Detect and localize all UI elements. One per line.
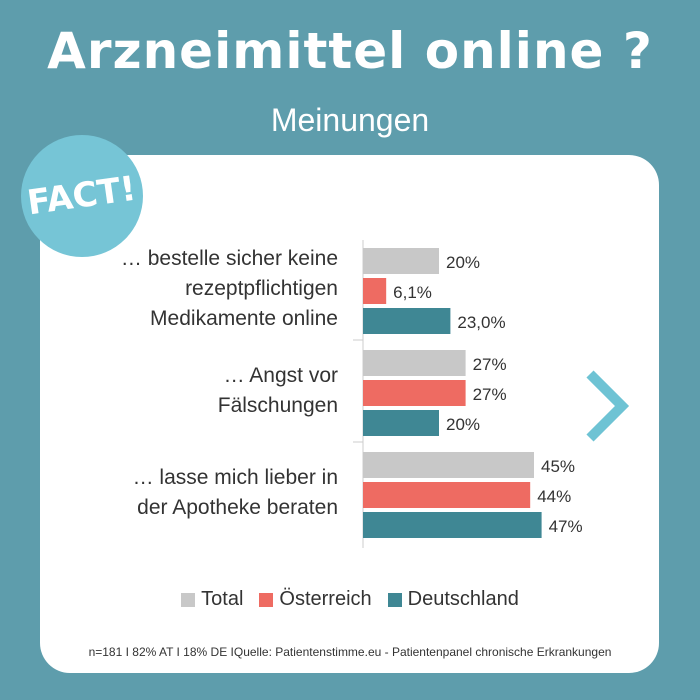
category-label: … lasse mich lieber in — [133, 466, 338, 489]
legend-label-total: Total — [201, 588, 244, 610]
bar-deutschland — [363, 308, 451, 334]
category-label: Medikamente online — [150, 307, 338, 330]
data-label: 6,1% — [393, 283, 432, 302]
legend-swatch-total — [181, 592, 196, 607]
fact-badge: FACT! — [21, 135, 143, 257]
bar-total — [363, 452, 534, 478]
category-label: Fälschungen — [218, 394, 338, 417]
bar-oesterreich — [363, 380, 466, 406]
data-label: 27% — [473, 385, 507, 404]
bar-total — [363, 248, 439, 274]
bar-deutschland — [363, 410, 439, 436]
legend-item-total: Total — [181, 588, 243, 611]
legend: Total Österreich Deutschland — [0, 588, 700, 611]
legend-label-deutschland: Deutschland — [407, 588, 519, 610]
legend-item-oesterreich: Österreich — [259, 588, 372, 611]
legend-item-deutschland: Deutschland — [387, 588, 519, 611]
category-label: rezeptpflichtigen — [185, 277, 338, 300]
category-label: der Apotheke beraten — [137, 496, 338, 519]
data-label: 23,0% — [457, 313, 505, 332]
data-label: 20% — [446, 253, 480, 272]
page-title: Arzneimittel online ? — [47, 22, 653, 80]
data-label: 27% — [473, 355, 507, 374]
page-subtitle: Meinungen — [270, 102, 430, 138]
legend-swatch-oesterreich — [259, 592, 274, 607]
bar-oesterreich — [363, 278, 387, 304]
bar-total — [363, 350, 466, 376]
data-label: 45% — [541, 457, 575, 476]
bar-oesterreich — [363, 482, 531, 508]
bar-deutschland — [363, 512, 542, 538]
data-label: 44% — [537, 487, 571, 506]
chevron-right-icon[interactable] — [584, 368, 630, 444]
data-label: 20% — [446, 415, 480, 434]
legend-swatch-deutschland — [387, 592, 402, 607]
source-note: n=181 I 82% AT I 18% DE IQuelle: Patient… — [88, 645, 612, 659]
data-label: 47% — [549, 517, 583, 536]
chart-card — [40, 155, 659, 673]
category-label: … bestelle sicher keine — [121, 247, 338, 270]
legend-label-oesterreich: Österreich — [279, 588, 372, 610]
category-label: … Angst vor — [224, 364, 338, 387]
